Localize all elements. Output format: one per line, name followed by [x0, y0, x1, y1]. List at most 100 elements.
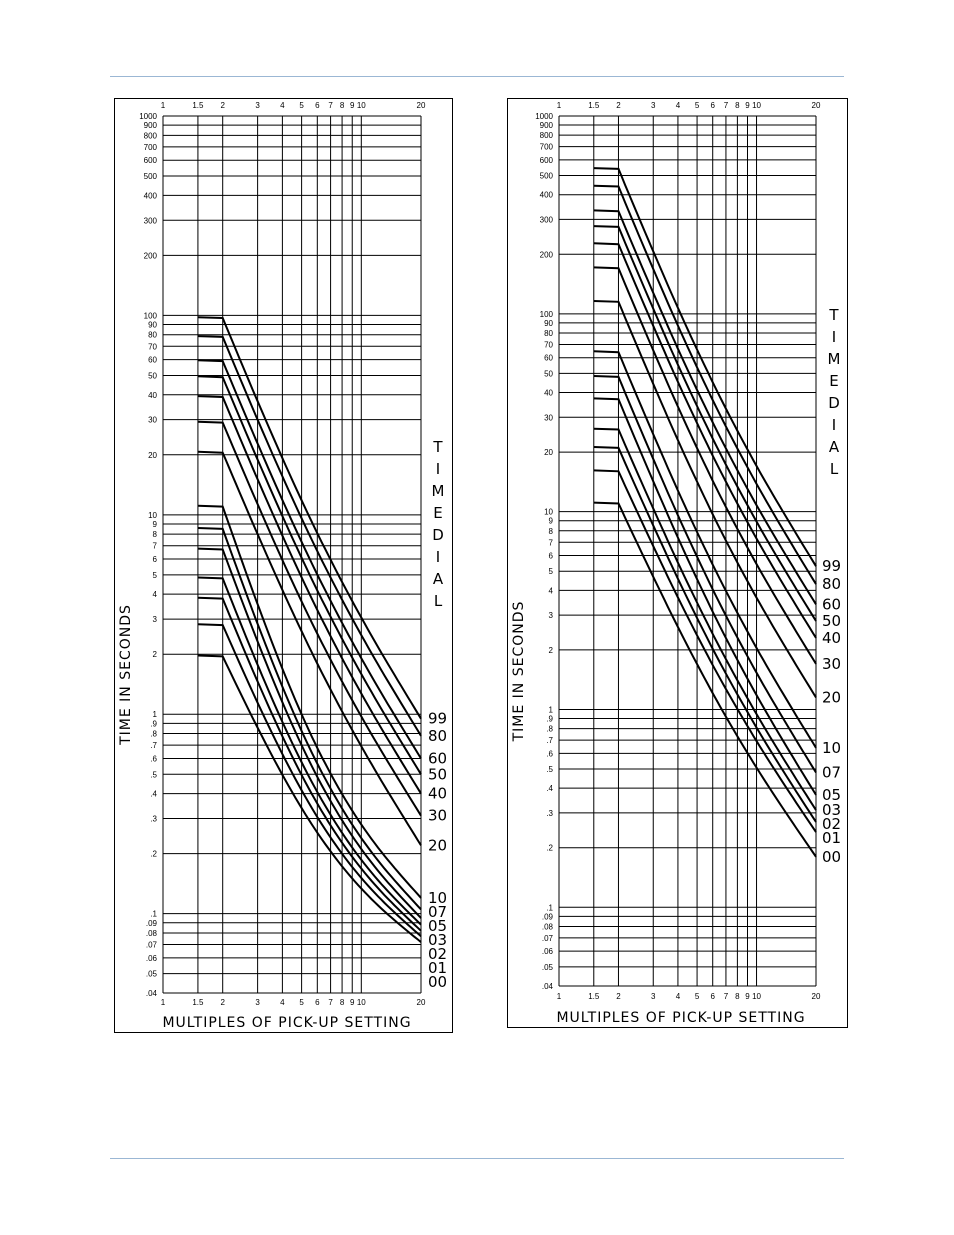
y-tick-label: 1000 — [139, 112, 157, 121]
x-tick-label-bottom: 1 — [161, 998, 166, 1007]
x-tick-label-bottom: 3 — [255, 998, 260, 1007]
y-tick-label: .6 — [546, 749, 553, 758]
x-tick-label-top: 1.5 — [588, 101, 600, 110]
x-tick-label-bottom: 4 — [676, 992, 681, 1001]
time-dial-label: 99 — [428, 710, 447, 728]
x-tick-label-bottom: 8 — [340, 998, 345, 1007]
time-dial-curve-99 — [593, 167, 817, 567]
time-dial-curve-07 — [593, 375, 817, 774]
y-tick-label: .1 — [150, 910, 157, 919]
legend-title-letter: I — [832, 328, 836, 346]
time-dial-curve-01 — [593, 469, 817, 833]
legend-title-letter: T — [432, 438, 443, 456]
y-tick-label: 200 — [540, 250, 554, 259]
x-tick-label-bottom: 2 — [616, 992, 621, 1001]
x-tick-label-bottom: 9 — [350, 998, 355, 1007]
y-tick-label: 7 — [549, 538, 554, 547]
x-tick-label-top: 4 — [280, 101, 285, 110]
legend-title-letter: A — [829, 438, 840, 456]
time-dial-label: 40 — [822, 629, 841, 647]
y-tick-label: 100 — [144, 311, 158, 320]
time-dial-label: 02 — [822, 815, 841, 833]
time-dial-curve-99 — [197, 316, 422, 720]
time-dial-curve-01 — [197, 623, 422, 938]
y-tick-label: 6 — [549, 552, 554, 561]
y-tick-label: .7 — [546, 736, 553, 745]
legend-title-letter: E — [829, 372, 838, 390]
x-tick-label-top: 10 — [357, 101, 366, 110]
legend-title-letter: D — [432, 526, 444, 544]
y-tick-label: 6 — [153, 555, 158, 564]
y-tick-label: 1 — [549, 705, 554, 714]
time-dial-curve-00 — [593, 501, 817, 858]
time-dial-label: 10 — [428, 889, 447, 907]
time-dial-label: 07 — [428, 903, 447, 921]
time-dial-label: 00 — [428, 973, 447, 991]
y-tick-label: 90 — [544, 319, 553, 328]
chart-frame — [114, 98, 453, 1033]
y-tick-label: 700 — [540, 143, 554, 152]
x-tick-label-bottom: 6 — [315, 998, 320, 1007]
y-tick-label: 700 — [144, 143, 158, 152]
y-tick-label: 70 — [544, 340, 553, 349]
x-tick-label-top: 3 — [651, 101, 656, 110]
time-dial-curve-20 — [197, 450, 422, 846]
y-tick-label: 400 — [144, 191, 158, 200]
legend-title-letter: I — [832, 416, 836, 434]
time-dial-label: 80 — [428, 727, 447, 745]
legend-title-letter: I — [436, 548, 440, 566]
y-tick-label: .04 — [542, 982, 554, 991]
y-tick-label: 8 — [153, 530, 158, 539]
time-dial-curve-50 — [197, 375, 422, 775]
x-axis-title: MULTIPLES OF PICK-UP SETTING — [556, 1010, 805, 1026]
x-tick-label-top: 20 — [417, 101, 426, 110]
y-tick-label: .1 — [546, 903, 553, 912]
x-tick-label-top: 2 — [220, 101, 225, 110]
y-tick-label: 70 — [148, 342, 157, 351]
time-dial-label: 20 — [428, 836, 447, 854]
y-tick-label: 4 — [153, 590, 158, 599]
legend-title-letter: L — [434, 592, 443, 610]
x-tick-label-top: 1 — [557, 101, 562, 110]
x-tick-label-bottom: 7 — [328, 998, 333, 1007]
x-tick-label-bottom: 8 — [735, 992, 740, 1001]
time-dial-label: 60 — [428, 749, 447, 767]
y-tick-label: 600 — [540, 156, 554, 165]
legend-title-letter: M — [828, 350, 841, 368]
time-dial-curve-20 — [593, 300, 817, 699]
y-axis-title: TIME IN SECONDS — [118, 604, 134, 746]
y-tick-label: .4 — [546, 784, 553, 793]
time-dial-curve-30 — [593, 266, 817, 665]
y-tick-label: .08 — [542, 922, 554, 931]
y-tick-label: 8 — [549, 527, 554, 536]
time-dial-curve-60 — [593, 209, 817, 605]
time-dial-curve-80 — [197, 335, 422, 737]
x-tick-label-top: 3 — [255, 101, 260, 110]
time-dial-curve-05 — [197, 547, 422, 919]
x-tick-label-bottom: 4 — [280, 998, 285, 1007]
time-dial-label: 00 — [822, 848, 841, 866]
y-tick-label: 300 — [540, 215, 554, 224]
y-tick-label: .05 — [542, 963, 554, 972]
y-tick-label: 1000 — [535, 112, 553, 121]
y-tick-label: .7 — [150, 741, 157, 750]
y-tick-label: .5 — [546, 765, 553, 774]
x-tick-label-top: 5 — [695, 101, 700, 110]
y-tick-label: 20 — [544, 448, 553, 457]
x-tick-label-bottom: 1.5 — [588, 992, 600, 1001]
y-tick-label: 9 — [549, 517, 554, 526]
x-tick-label-bottom: 1.5 — [192, 998, 204, 1007]
time-dial-curve-05 — [593, 397, 817, 796]
time-dial-curve-07 — [197, 527, 422, 911]
time-dial-label: 05 — [822, 786, 841, 804]
y-tick-label: 50 — [544, 369, 553, 378]
time-dial-label: 40 — [428, 785, 447, 803]
y-tick-label: 30 — [544, 413, 553, 422]
x-tick-label-top: 4 — [676, 101, 681, 110]
y-tick-label: .4 — [150, 790, 157, 799]
x-tick-label-top: 5 — [299, 101, 304, 110]
x-tick-label-top: 6 — [315, 101, 320, 110]
x-tick-label-bottom: 3 — [651, 992, 656, 1001]
x-tick-label-top: 8 — [340, 101, 345, 110]
